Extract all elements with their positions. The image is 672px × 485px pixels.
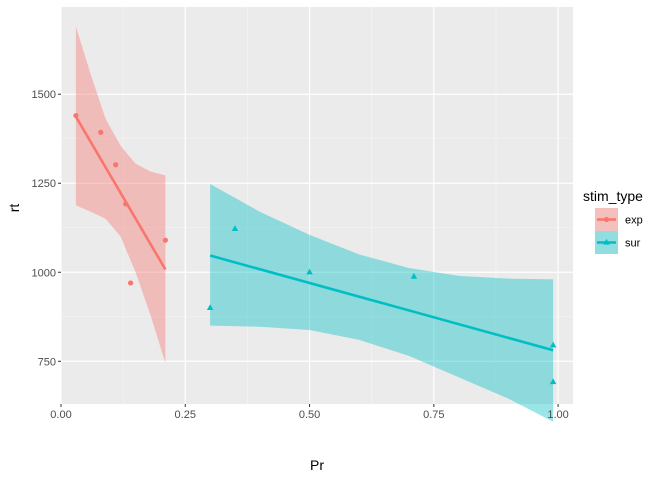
legend-key-marker-exp bbox=[603, 216, 610, 223]
data-point-sur bbox=[549, 378, 557, 385]
x-tick-label: 1.00 bbox=[547, 409, 568, 421]
x-axis: 0.00 0.25 0.50 0.75 1.00 bbox=[50, 404, 569, 421]
data-point-exp bbox=[123, 201, 129, 207]
data-point-exp bbox=[127, 280, 134, 286]
data-point-exp bbox=[98, 129, 104, 135]
grid-minor bbox=[61, 7, 573, 404]
data-point-exp bbox=[113, 162, 119, 168]
legend-key-marker-sur bbox=[603, 238, 610, 245]
data-point-exp bbox=[162, 237, 168, 243]
data-points bbox=[73, 112, 557, 385]
x-axis-title: Pr bbox=[310, 457, 324, 473]
data-point-sur bbox=[231, 225, 239, 231]
x-tick-label: 0.75 bbox=[423, 409, 444, 421]
data-point-sur bbox=[206, 304, 214, 311]
x-tick-label: 0.00 bbox=[50, 409, 71, 421]
y-axis: 750 1000 1250 1500 bbox=[32, 89, 61, 368]
panel-background bbox=[61, 7, 573, 404]
legend: stim_type exp sur bbox=[583, 188, 643, 254]
data-point-sur bbox=[410, 272, 418, 279]
data-point-sur bbox=[306, 268, 313, 275]
y-tick-label: 1000 bbox=[32, 267, 56, 279]
legend-title: stim_type bbox=[583, 188, 643, 204]
legend-label-sur: sur bbox=[625, 238, 641, 250]
data-point-exp bbox=[73, 112, 79, 119]
y-axis-title: rt bbox=[6, 204, 22, 213]
y-tick-label: 1500 bbox=[32, 89, 56, 101]
y-tick-label: 1250 bbox=[32, 178, 56, 190]
x-tick-label: 0.50 bbox=[299, 409, 320, 421]
legend-label-exp: exp bbox=[625, 215, 643, 227]
x-tick-label: 0.25 bbox=[175, 409, 196, 421]
y-tick-label: 750 bbox=[38, 356, 56, 368]
data-point-sur bbox=[549, 341, 557, 348]
fit-line-exp bbox=[74, 116, 167, 271]
grid-major bbox=[60, 7, 573, 404]
fit-lines bbox=[74, 116, 554, 352]
fit-line-sur bbox=[209, 254, 554, 352]
